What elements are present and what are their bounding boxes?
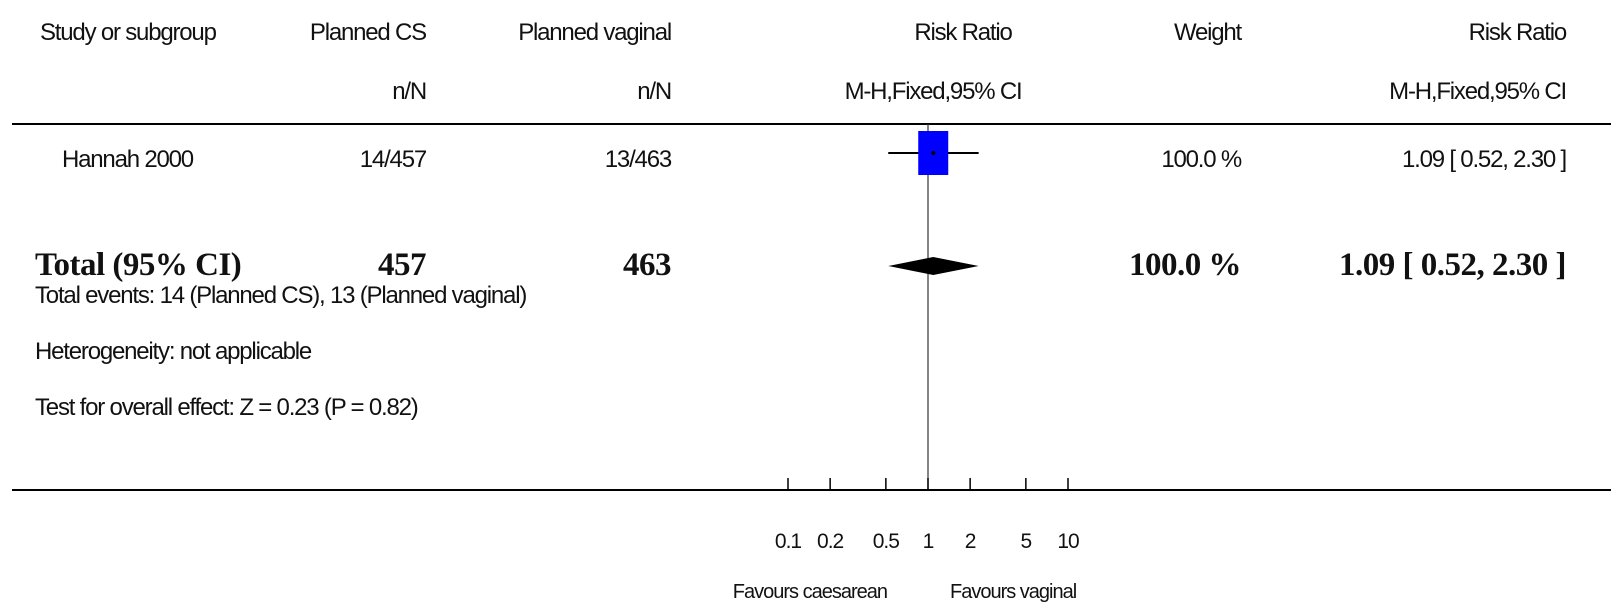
header-planned-vaginal: Planned vaginal <box>518 19 672 46</box>
total-ci-text: 1.09 [ 0.52, 2.30 ] <box>1339 247 1566 283</box>
header-risk-ratio: Risk Ratio <box>914 19 1013 46</box>
favours-right-label: Favours vaginal <box>950 581 1077 603</box>
study-point-center <box>931 151 936 155</box>
overall-effect-note: Test for overall effect: Z = 0.23 (P = 0… <box>35 394 419 421</box>
axis-tick-label: 0.1 <box>775 530 802 553</box>
header-planned-cs: Planned CS <box>309 19 427 46</box>
axis-tick-label: 2 <box>965 530 976 553</box>
axis-tick-label: 1 <box>923 530 934 553</box>
header-risk-ratio-sub: M-H,Fixed,95% CI <box>844 78 1023 105</box>
total-label: Total (95% CI) <box>35 247 242 283</box>
header-planned-cs-sub: n/N <box>392 78 427 105</box>
header-planned-vaginal-sub: n/N <box>637 78 672 105</box>
study-ci-text: 1.09 [ 0.52, 2.30 ] <box>1401 146 1567 173</box>
axis-tick-label: 0.2 <box>817 530 844 553</box>
study-weight: 100.0 % <box>1161 146 1242 173</box>
header-risk-ratio-right: Risk Ratio <box>1468 19 1568 46</box>
header-risk-ratio-right-sub: M-H,Fixed,95% CI <box>1389 78 1567 105</box>
axis-tick-label: 0.5 <box>873 530 900 553</box>
total-weight: 100.0 % <box>1129 247 1242 283</box>
axis-tick-label: 10 <box>1057 530 1079 553</box>
study-planned-vaginal: 13/463 <box>604 146 672 173</box>
heterogeneity-note: Heterogeneity: not applicable <box>35 338 312 365</box>
header-weight: Weight <box>1173 19 1242 46</box>
study-name: Hannah 2000 <box>62 146 194 173</box>
total-events-note: Total events: 14 (Planned CS), 13 (Plann… <box>35 282 527 309</box>
study-planned-cs: 14/457 <box>359 146 427 173</box>
total-planned-cs: 457 <box>378 247 427 283</box>
header-study: Study or subgroup <box>40 19 217 46</box>
pooled-diamond <box>888 257 979 275</box>
total-planned-vaginal: 463 <box>623 247 672 283</box>
axis-tick-label: 5 <box>1021 530 1032 553</box>
favours-left-label: Favours caesarean <box>732 581 888 603</box>
